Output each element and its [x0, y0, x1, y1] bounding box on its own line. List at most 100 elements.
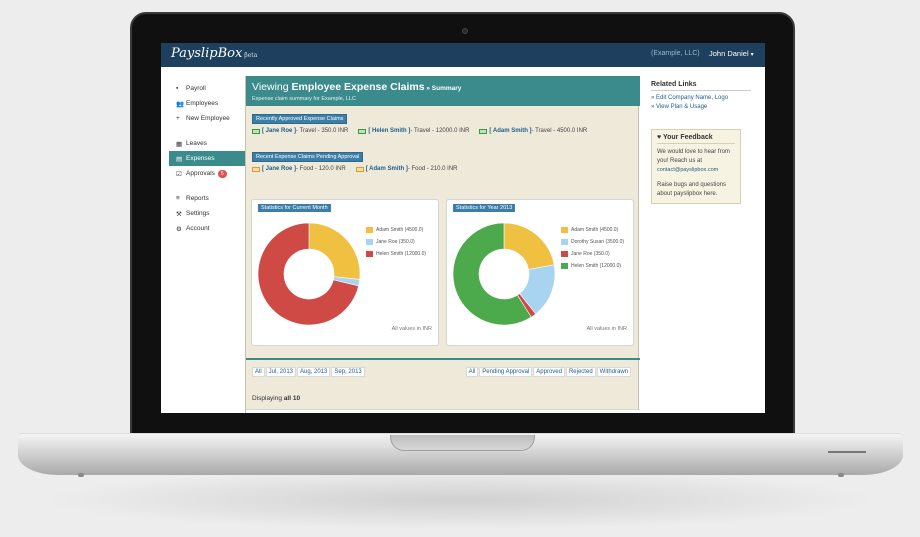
claim-entry[interactable]: [ Jane Roe ] - Food - 120.0 INR — [252, 166, 346, 172]
claim-employee-name[interactable]: [ Adam Smith ] — [365, 166, 408, 172]
month-filter: All Jul, 2013 Aug, 2013 Sep, 2013 — [252, 367, 366, 377]
filter-button[interactable]: Rejected — [565, 367, 596, 377]
laptop-notch — [390, 435, 535, 451]
top-navbar: PayslipBox βeta (Example, LLC) John Danie… — [161, 43, 765, 67]
legend-label: Dorothy Susan (3500.0) — [571, 239, 625, 245]
filter-button[interactable]: Withdrawn — [596, 367, 631, 377]
donut-chart — [257, 222, 361, 326]
money-icon — [355, 166, 364, 172]
sidebar-item-label: Expenses — [186, 155, 215, 162]
filter-button[interactable]: Jul, 2013 — [265, 367, 297, 377]
claim-entry[interactable]: [ Helen Smith ] - Travel - 12000.0 INR — [358, 128, 469, 134]
feedback-bugs-text: Raise bugs and questions about payslipbo… — [657, 182, 727, 197]
section-divider — [246, 358, 640, 360]
legend-item: Helen Smith (12000.0) — [561, 260, 624, 272]
sidebar-item-label: Settings — [186, 210, 210, 217]
claim-detail: - Travel - 4500.0 INR — [531, 128, 588, 134]
chart-legend: Adam Smith (4500.0) Jane Roe (350.0) Helen… — [366, 224, 426, 260]
chart-title: Statistics for Current Month — [258, 204, 331, 212]
filter-button[interactable]: Approved — [533, 367, 565, 377]
filter-button[interactable]: All — [465, 367, 479, 377]
check-icon: ☑ — [176, 170, 182, 178]
sidebar-item-reports[interactable]: ≡ Reports — [169, 191, 245, 206]
pending-claims-label: Recent Expense Claims Pending Approval — [252, 152, 364, 162]
edit-company-link[interactable]: » Edit Company Name, Logo — [651, 95, 729, 101]
sidebar-item-payroll[interactable]: ▪ Payroll — [169, 81, 245, 96]
money-icon — [252, 128, 260, 134]
page-description: Expense claim summary for Example, LLC — [252, 96, 356, 102]
donut-slice[interactable] — [308, 222, 361, 280]
chart-note: All values in INR — [391, 326, 432, 332]
chart-title: Statistics for Year 2013 — [453, 204, 516, 212]
claim-employee-name[interactable]: [ Jane Roe ] — [262, 128, 297, 134]
right-panel: Related Links » Edit Company Name, Logo … — [651, 81, 751, 204]
display-count: Displaying all 10 — [252, 395, 301, 402]
legend-label: Jane Roe (350.0) — [376, 239, 415, 245]
claim-employee-name[interactable]: [ Jane Roe ] — [262, 166, 297, 172]
feedback-box: ♥ Your Feedback We would love to hear fr… — [651, 129, 741, 204]
claim-employee-name[interactable]: [ Helen Smith ] — [368, 128, 411, 134]
claim-employee-name[interactable]: [ Adam Smith ] — [489, 128, 532, 134]
donut-slice[interactable] — [257, 222, 359, 326]
feedback-title: ♥ Your Feedback — [657, 134, 735, 144]
receipt-icon: ▤ — [176, 155, 183, 163]
money-icon — [252, 166, 260, 172]
laptop-slot — [828, 451, 866, 453]
list-item[interactable]: [4500.0 INR]Stay at Wayside Park Applied… — [246, 409, 640, 413]
legend-label: Jane Roe (350.0) — [571, 251, 610, 257]
sidebar-item-settings[interactable]: ⚒ Settings — [169, 206, 245, 221]
sidebar-item-label: Approvals — [186, 170, 215, 177]
claim-detail: - Food - 120.0 INR — [296, 166, 346, 172]
sidebar-item-employees[interactable]: 👥 Employees — [169, 96, 245, 111]
wallet-icon: ▪ — [176, 85, 179, 92]
legend-item: Jane Roe (350.0) — [561, 248, 624, 260]
legend-item: Adam Smith (4500.0) — [366, 224, 426, 236]
users-icon: 👥 — [176, 100, 185, 108]
sidebar-item-label: Payroll — [186, 85, 206, 92]
claim-entry[interactable]: [ Adam Smith ] - Food - 210.0 INR — [355, 166, 458, 172]
sidebar-item-expenses[interactable]: ▤ Expenses — [169, 151, 245, 166]
user-menu[interactable]: John Daniel ▾ — [709, 49, 754, 58]
legend-swatch — [366, 239, 373, 245]
claim-detail: - Travel - 350.0 INR — [296, 128, 349, 134]
wrench-icon: ⚒ — [176, 210, 182, 218]
approvals-count-badge: 5 — [217, 169, 227, 178]
legend-label: Adam Smith (4500.0) — [376, 227, 424, 233]
sidebar-item-approvals[interactable]: ☑ Approvals 5 — [169, 166, 245, 181]
floor-shadow — [40, 470, 880, 530]
claim-entry[interactable]: [ Adam Smith ] - Travel - 4500.0 INR — [479, 128, 587, 134]
laptop-foot — [838, 473, 844, 477]
sidebar-item-new-employee[interactable]: + New Employee — [169, 111, 245, 126]
sidebar-item-label: Reports — [186, 195, 209, 202]
brand-logo[interactable]: PayslipBox βeta — [171, 46, 258, 61]
view-plan-link[interactable]: » View Plan & Usage — [651, 104, 708, 110]
donut-slice[interactable] — [503, 222, 555, 270]
money-icon — [358, 128, 367, 134]
calendar-icon: ▦ — [176, 140, 183, 148]
pending-claims-list: [ Jane Roe ] - Food - 120.0 INR [ Adam Sm… — [252, 166, 458, 172]
claim-detail: - Travel - 12000.0 INR — [410, 128, 470, 134]
page-header: Viewing Employee Expense Claims » Summar… — [246, 76, 640, 106]
legend-label: Helen Smith (12000.0) — [376, 251, 427, 257]
sidebar-item-label: Leaves — [186, 140, 207, 147]
chart-legend: Adam Smith (4500.0) Dorothy Susan (3500.0… — [561, 224, 624, 272]
filter-button[interactable]: All — [252, 367, 265, 377]
sidebar-item-leaves[interactable]: ▦ Leaves — [169, 136, 245, 151]
chart-note: All values in INR — [586, 326, 627, 332]
donut-slice[interactable] — [452, 222, 532, 326]
sidebar: ▪ Payroll 👥 Employees + New Employee ▦ Leaves ▤ E… — [169, 81, 245, 236]
sidebar-item-account[interactable]: ⚙ Account — [169, 221, 245, 236]
camera-icon — [462, 28, 468, 34]
list-icon: ≡ — [176, 195, 180, 202]
legend-item: Dorothy Susan (3500.0) — [561, 236, 624, 248]
page-title: Viewing Employee Expense Claims » Summar… — [252, 81, 462, 93]
plus-icon: + — [176, 115, 180, 122]
filter-button[interactable]: Aug, 2013 — [297, 367, 331, 377]
screen: PayslipBox βeta (Example, LLC) John Danie… — [161, 43, 765, 413]
legend-swatch — [561, 227, 568, 233]
legend-swatch — [366, 227, 373, 233]
feedback-email-link[interactable]: contact@payslipbox.com — [657, 167, 719, 173]
claim-entry[interactable]: [ Jane Roe ] - Travel - 350.0 INR — [252, 128, 348, 134]
filter-button[interactable]: Sep, 2013 — [331, 367, 365, 377]
filter-button[interactable]: Pending Approval — [479, 367, 533, 377]
